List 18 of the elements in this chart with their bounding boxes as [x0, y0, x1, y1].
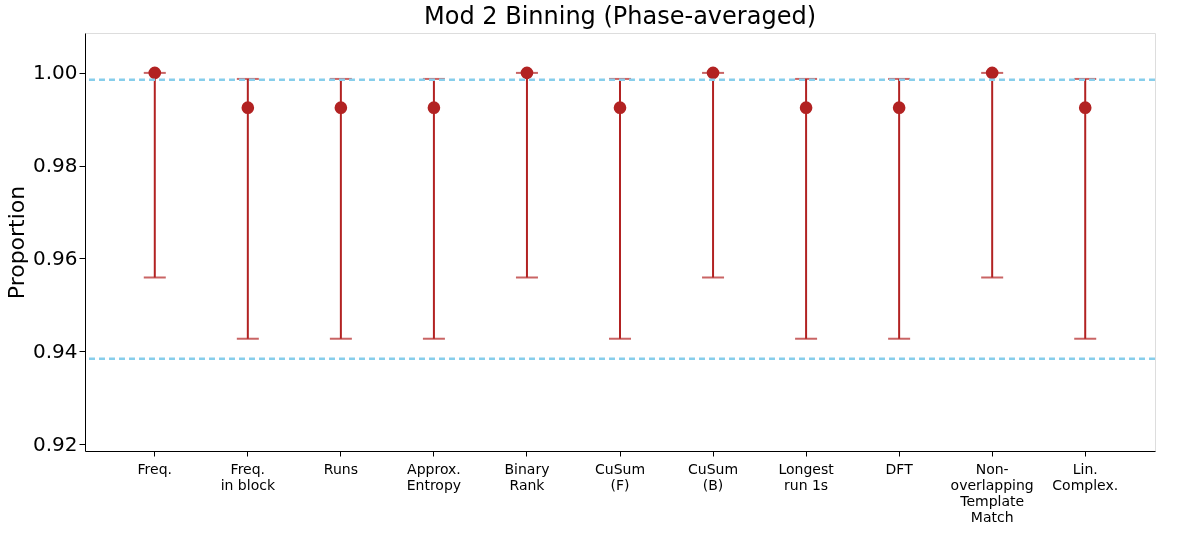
x-tick-label: Freq. in block — [220, 460, 276, 493]
x-tick-label: Non- overlapping Template Match — [950, 460, 1034, 525]
x-tick-label: Longest run 1s — [778, 460, 835, 493]
y-tick-label: 0.94 — [32, 338, 78, 363]
x-tick-label: Approx. Entropy — [406, 460, 462, 493]
chart-title: Mod 2 Binning (Phase-averaged) — [424, 2, 816, 30]
y-tick-label: 0.98 — [32, 153, 78, 178]
x-tick-label: Freq. — [137, 460, 172, 477]
y-tick-label: 1.00 — [32, 60, 78, 85]
x-tick-label: Binary Rank — [504, 460, 550, 493]
y-axis-title: Proportion — [3, 185, 29, 300]
x-tick-label: Lin. Complex. — [1052, 460, 1119, 493]
x-tick-label: DFT — [885, 460, 914, 477]
x-tick-label: CuSum (B) — [688, 460, 739, 493]
x-tick-label: Runs — [323, 460, 358, 477]
y-tick-label: 0.96 — [32, 245, 78, 270]
y-tick-label: 0.92 — [32, 431, 78, 456]
x-tick-label: CuSum (F) — [594, 460, 646, 493]
